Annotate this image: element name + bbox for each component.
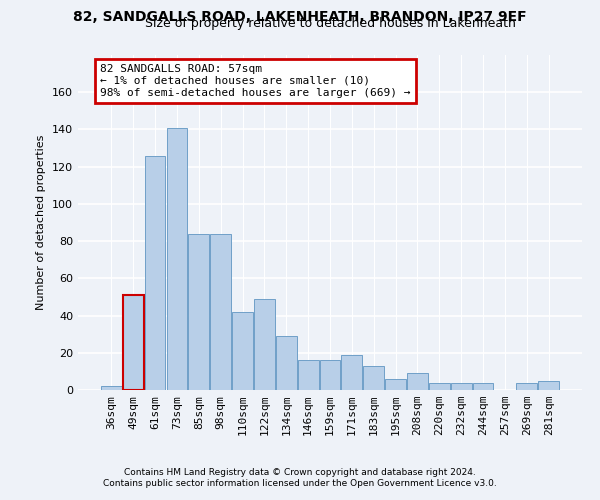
Bar — [254, 299, 275, 390]
Bar — [145, 156, 166, 390]
Title: Size of property relative to detached houses in Lakenheath: Size of property relative to detached ho… — [145, 17, 515, 30]
Text: 82, SANDGALLS ROAD, LAKENHEATH, BRANDON, IP27 9EF: 82, SANDGALLS ROAD, LAKENHEATH, BRANDON,… — [73, 10, 527, 24]
Bar — [167, 128, 187, 390]
Bar — [517, 382, 537, 390]
Bar — [538, 380, 559, 390]
Bar — [364, 366, 384, 390]
Bar — [320, 360, 340, 390]
Bar — [188, 234, 209, 390]
Bar — [123, 295, 143, 390]
Bar — [276, 336, 296, 390]
Bar — [298, 360, 319, 390]
Bar — [473, 382, 493, 390]
Bar — [407, 373, 428, 390]
Bar — [451, 382, 472, 390]
Text: Contains HM Land Registry data © Crown copyright and database right 2024.
Contai: Contains HM Land Registry data © Crown c… — [103, 468, 497, 487]
Bar — [385, 379, 406, 390]
Bar — [232, 312, 253, 390]
Bar — [101, 386, 122, 390]
Text: 82 SANDGALLS ROAD: 57sqm
← 1% of detached houses are smaller (10)
98% of semi-de: 82 SANDGALLS ROAD: 57sqm ← 1% of detache… — [100, 64, 411, 98]
Y-axis label: Number of detached properties: Number of detached properties — [37, 135, 46, 310]
Bar — [210, 234, 231, 390]
Bar — [341, 354, 362, 390]
Bar — [429, 382, 450, 390]
